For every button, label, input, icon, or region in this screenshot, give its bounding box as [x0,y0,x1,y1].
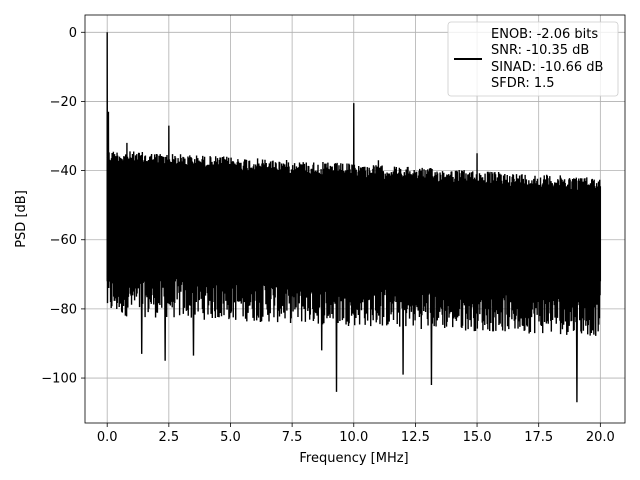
x-tick-label: 0.0 [97,430,118,445]
legend-box [447,21,619,97]
plot-frame [84,14,626,424]
y-tick-label: −80 [50,302,77,317]
x-tick-label: 20.0 [586,430,615,445]
y-tick-label: −20 [50,95,77,110]
y-tick-label: −60 [50,233,77,248]
x-tick-label: 2.5 [158,430,179,445]
y-tick-label: 0 [69,26,77,41]
plot-area [106,32,602,403]
x-tick-label: 17.5 [524,430,553,445]
x-tick-label: 15.0 [463,430,492,445]
y-tick-label: −100 [41,372,77,387]
legend-entry-enob: ENOB: -2.06 bits [491,27,598,42]
x-axis-label: Frequency [MHz] [299,451,408,466]
psd-series-line [106,32,602,403]
x-axis: 0.0 2.5 5.0 7.5 10.0 12.5 15.0 17.5 20.0 [97,423,615,445]
y-axis: 0 −20 −40 −60 −80 −100 [41,26,85,387]
x-tick-label: 5.0 [220,430,241,445]
legend-entry-sinad: SINAD: -10.66 dB [491,60,603,75]
legend-entry-sfdr: SFDR: 1.5 [491,76,555,91]
x-tick-label: 10.0 [339,430,368,445]
y-axis-label: PSD [dB] [14,190,29,248]
legend: ENOB: -2.06 bits SNR: -10.35 dB SINAD: -… [447,21,619,97]
x-tick-label: 12.5 [401,430,430,445]
y-tick-label: −40 [50,164,77,179]
x-tick-label: 7.5 [282,430,303,445]
legend-entry-snr: SNR: -10.35 dB [491,43,589,58]
